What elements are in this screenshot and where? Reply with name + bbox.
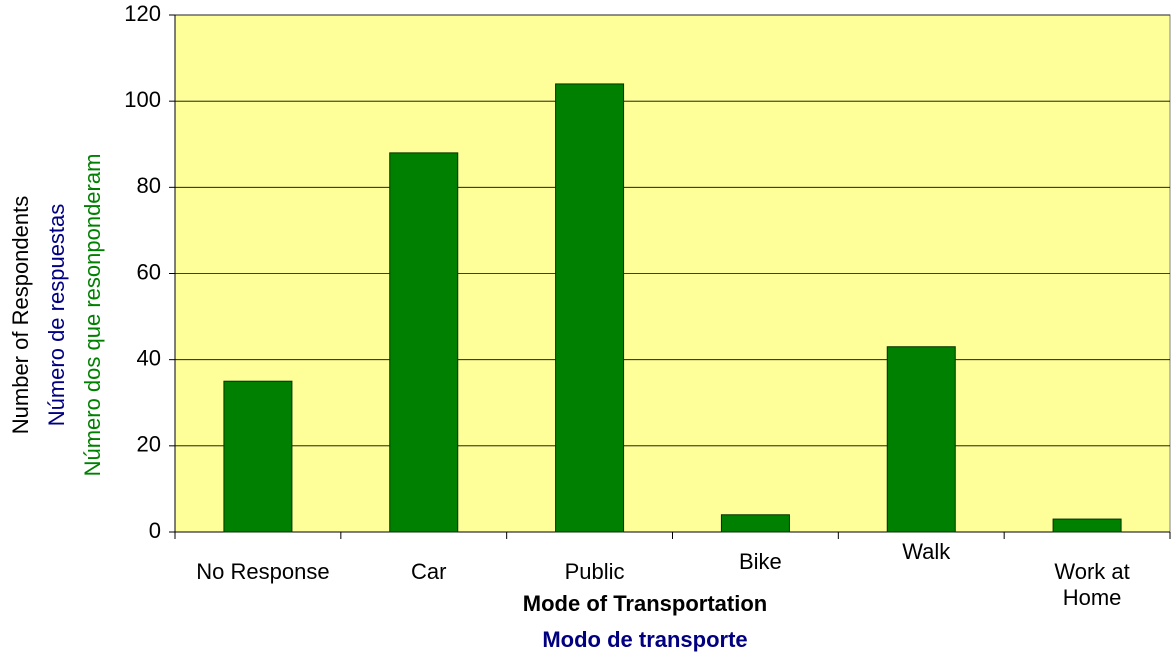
y-tick-label: 20 <box>137 432 161 457</box>
bar <box>720 514 790 533</box>
bar <box>886 346 956 533</box>
x-axis-title: Modo de transporte <box>542 627 747 652</box>
bar <box>1052 518 1122 533</box>
y-tick-label: 100 <box>124 87 161 112</box>
bar <box>223 380 293 533</box>
y-tick-label: 120 <box>124 1 161 26</box>
x-axis-title: Mode of Transportation <box>523 591 767 616</box>
y-tick-label: 40 <box>137 345 161 370</box>
bar <box>389 152 459 533</box>
y-tick-label: 60 <box>137 259 161 284</box>
x-tick-label: Bike <box>739 549 782 574</box>
bar <box>555 83 625 533</box>
x-tick-label: Car <box>411 559 447 584</box>
x-tick-label: Walk <box>902 539 951 564</box>
x-tick-label: No Response <box>196 559 330 584</box>
y-axis-title: Number of Respondents <box>8 196 33 434</box>
y-axis-title: Número de respuestas <box>44 204 69 427</box>
y-tick-label: 0 <box>149 518 161 543</box>
x-tick-label: Public <box>564 559 625 584</box>
y-axis-title: Número dos que resonponderam <box>80 154 105 477</box>
x-tick-label: Work at Home <box>1054 559 1130 610</box>
y-tick-label: 80 <box>137 173 161 198</box>
